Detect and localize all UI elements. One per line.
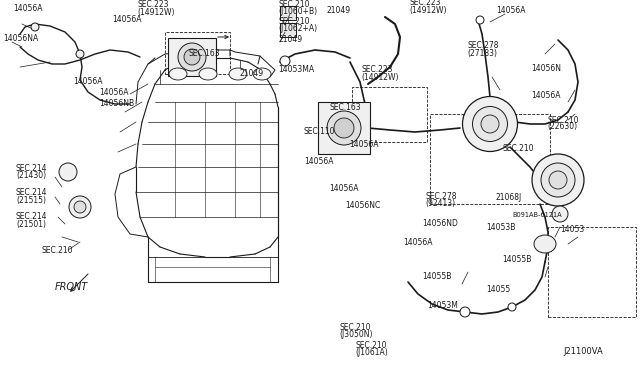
Text: SEC.278: SEC.278 xyxy=(467,41,499,50)
Text: 14056A: 14056A xyxy=(349,140,378,149)
Text: 14056A: 14056A xyxy=(304,157,333,166)
Ellipse shape xyxy=(69,196,91,218)
Text: 14056A: 14056A xyxy=(330,185,359,193)
Bar xyxy=(352,87,427,142)
Text: (22630): (22630) xyxy=(547,122,577,131)
Text: (21515): (21515) xyxy=(16,196,46,205)
Text: (21430): (21430) xyxy=(16,171,46,180)
Circle shape xyxy=(460,307,470,317)
Circle shape xyxy=(31,23,39,31)
Text: SEC.214: SEC.214 xyxy=(16,164,47,173)
Text: (21501): (21501) xyxy=(16,220,46,229)
Ellipse shape xyxy=(59,163,77,181)
Ellipse shape xyxy=(481,115,499,133)
Text: SEC.214: SEC.214 xyxy=(16,188,47,197)
Text: SEC.110: SEC.110 xyxy=(304,127,335,136)
Text: (J1060+B): (J1060+B) xyxy=(278,7,317,16)
Circle shape xyxy=(476,16,484,24)
Ellipse shape xyxy=(549,171,567,189)
Ellipse shape xyxy=(334,118,354,138)
Text: SEC.210: SEC.210 xyxy=(547,116,579,125)
Ellipse shape xyxy=(178,43,206,71)
Text: 14056A: 14056A xyxy=(112,15,141,24)
Text: SEC.223: SEC.223 xyxy=(410,0,441,7)
Text: SEC.163: SEC.163 xyxy=(330,103,361,112)
Text: SEC.278: SEC.278 xyxy=(426,192,457,201)
Bar xyxy=(430,114,550,204)
Text: SEC.223: SEC.223 xyxy=(138,0,169,9)
Text: J21100VA: J21100VA xyxy=(563,347,603,356)
Circle shape xyxy=(280,56,290,66)
Text: (14912W): (14912W) xyxy=(410,6,447,15)
Bar xyxy=(168,38,216,76)
Text: 14055B: 14055B xyxy=(422,272,452,281)
Text: 14056ND: 14056ND xyxy=(422,219,458,228)
Ellipse shape xyxy=(472,106,508,141)
Text: 21049: 21049 xyxy=(240,69,264,78)
Text: (J1062+A): (J1062+A) xyxy=(278,24,317,33)
Bar xyxy=(548,227,636,317)
Text: (92413): (92413) xyxy=(426,199,456,208)
Text: 14053B: 14053B xyxy=(486,224,516,232)
Ellipse shape xyxy=(74,201,86,213)
Text: SEC.210: SEC.210 xyxy=(502,144,534,153)
Ellipse shape xyxy=(534,235,556,253)
Ellipse shape xyxy=(229,68,247,80)
Text: 14055B: 14055B xyxy=(502,255,532,264)
Ellipse shape xyxy=(541,163,575,197)
Text: 21049: 21049 xyxy=(278,35,303,44)
Text: SEC.210: SEC.210 xyxy=(339,323,371,332)
Text: (J1061A): (J1061A) xyxy=(355,348,388,357)
Text: SEC.210: SEC.210 xyxy=(278,0,310,9)
Text: 14056A: 14056A xyxy=(496,6,525,15)
Circle shape xyxy=(508,303,516,311)
Text: 14056NB: 14056NB xyxy=(99,99,134,108)
Text: 14055: 14055 xyxy=(486,285,511,294)
Text: (14912W): (14912W) xyxy=(362,73,399,82)
Text: 14056A: 14056A xyxy=(13,4,42,13)
Text: SEC.223: SEC.223 xyxy=(362,65,393,74)
Circle shape xyxy=(76,50,84,58)
Text: 14056A: 14056A xyxy=(74,77,103,86)
Text: SEC.210: SEC.210 xyxy=(42,246,73,255)
Text: 14053: 14053 xyxy=(560,225,584,234)
Text: 14053MA: 14053MA xyxy=(278,65,314,74)
Text: (14912W): (14912W) xyxy=(138,8,175,17)
Text: SEC.210: SEC.210 xyxy=(355,341,387,350)
Text: SEC.214: SEC.214 xyxy=(16,212,47,221)
Text: (27183): (27183) xyxy=(467,49,497,58)
Text: 14056A: 14056A xyxy=(403,238,433,247)
Ellipse shape xyxy=(327,111,361,145)
Bar xyxy=(318,102,370,154)
Text: 14056NA: 14056NA xyxy=(3,34,38,43)
Text: SEC.210: SEC.210 xyxy=(278,17,310,26)
Ellipse shape xyxy=(532,154,584,206)
Text: 21049: 21049 xyxy=(326,6,351,15)
Text: 14056A: 14056A xyxy=(531,92,561,100)
Text: B091AB-6121A: B091AB-6121A xyxy=(512,212,562,218)
Bar xyxy=(280,6,296,20)
Text: FRONT: FRONT xyxy=(54,282,88,292)
Circle shape xyxy=(552,206,568,222)
Bar xyxy=(280,23,296,37)
Ellipse shape xyxy=(463,96,518,151)
Text: 14056A: 14056A xyxy=(99,88,129,97)
Text: (J3050N): (J3050N) xyxy=(339,330,372,339)
Bar xyxy=(165,32,230,74)
Ellipse shape xyxy=(253,68,271,80)
Text: 14056N: 14056N xyxy=(531,64,561,73)
Text: 14056NC: 14056NC xyxy=(346,201,381,210)
Text: 14053M: 14053M xyxy=(428,301,458,310)
Text: SEC.163: SEC.163 xyxy=(189,49,220,58)
Ellipse shape xyxy=(184,49,200,65)
Ellipse shape xyxy=(199,68,217,80)
Ellipse shape xyxy=(169,68,187,80)
Text: 21068J: 21068J xyxy=(496,193,522,202)
